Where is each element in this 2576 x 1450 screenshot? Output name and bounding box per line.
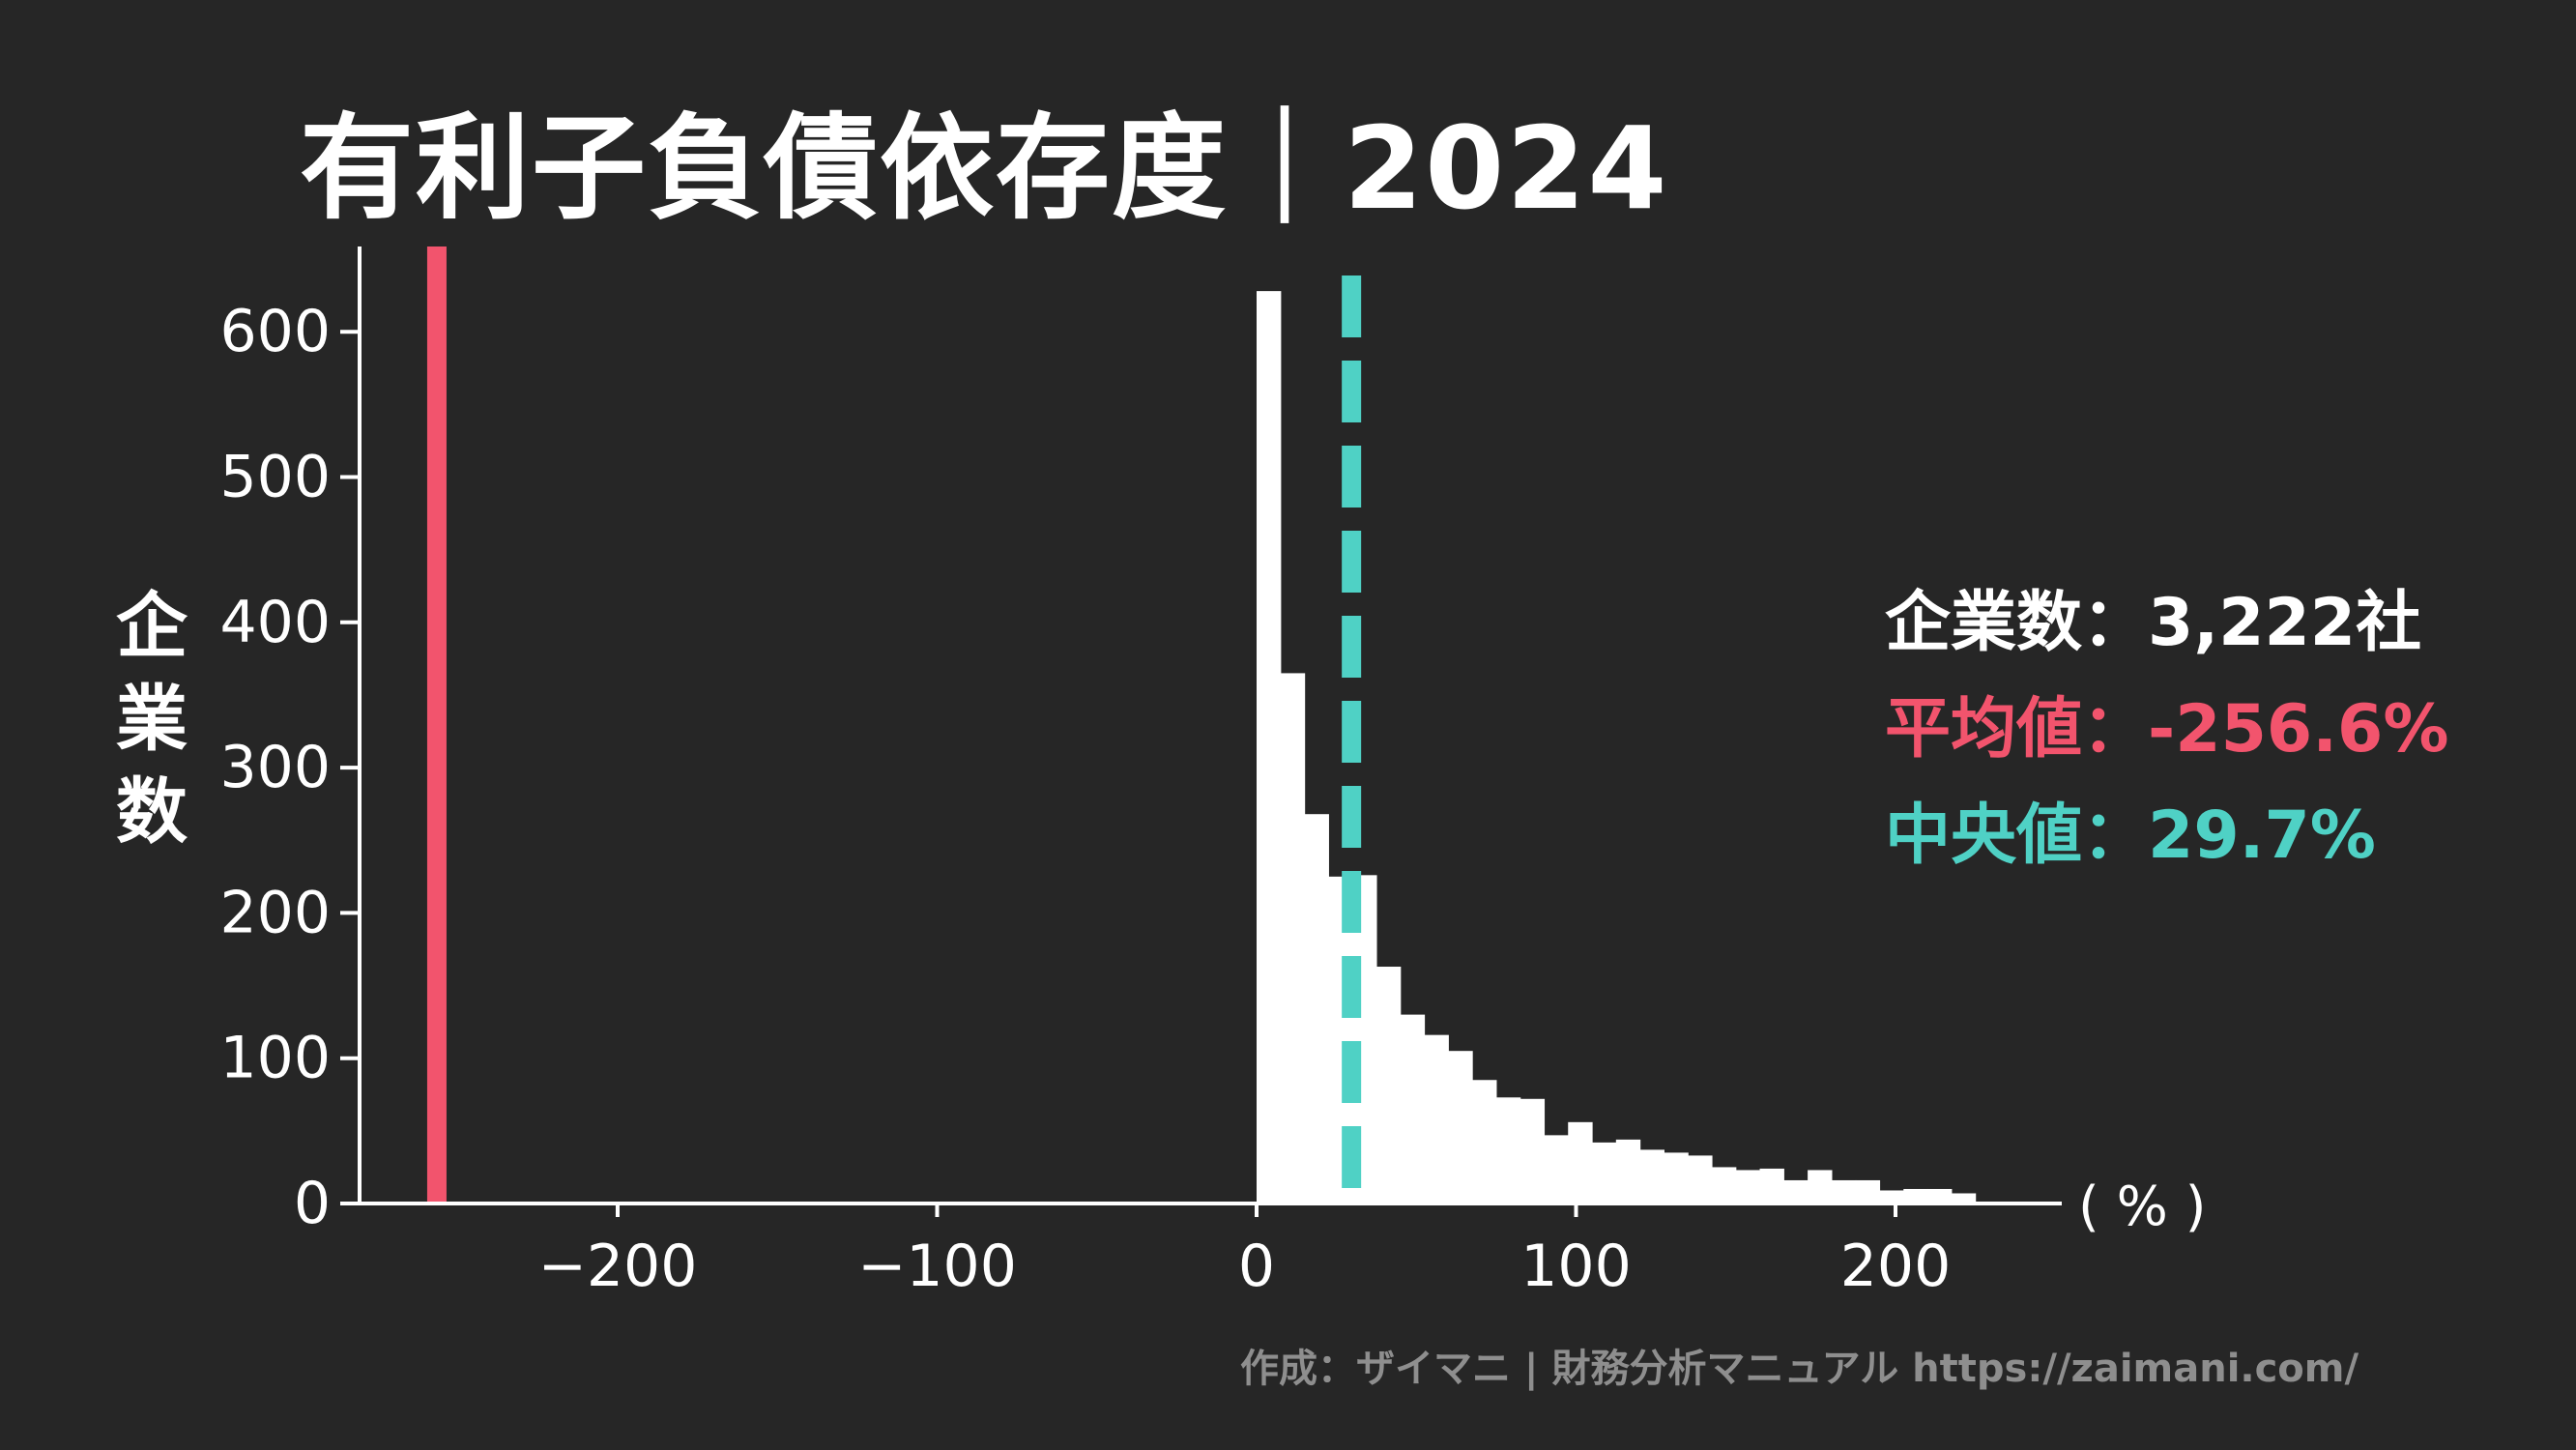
- histogram-bar: [1472, 1080, 1497, 1204]
- histogram-bar: [1903, 1188, 1928, 1204]
- x-unit-label: ( % ): [2078, 1175, 2207, 1238]
- y-axis-label: 企業数: [116, 585, 188, 854]
- y-tick-label: 0: [294, 1170, 331, 1237]
- histogram-bar: [1495, 1097, 1521, 1204]
- histogram-bar: [1568, 1121, 1593, 1204]
- stat-median: 中央値：29.7%: [1885, 788, 2448, 894]
- stat-count-value: 3,222社: [2148, 585, 2422, 661]
- x-tick-label: 100: [1520, 1232, 1632, 1300]
- histogram-bar: [1735, 1170, 1761, 1204]
- stat-count-label: 企業数: [1885, 585, 2083, 661]
- x-tick-label: −100: [857, 1232, 1017, 1300]
- stat-mean-value: -256.6%: [2148, 691, 2449, 768]
- histogram-bar: [1831, 1179, 1857, 1204]
- histogram-bar: [1257, 291, 1282, 1204]
- histogram-bar: [1855, 1179, 1881, 1204]
- histogram-bar: [1711, 1167, 1737, 1204]
- histogram-bar: [1304, 814, 1329, 1204]
- x-tick-label: 0: [1238, 1232, 1275, 1300]
- histogram-bar: [1639, 1149, 1664, 1204]
- histogram-bar: [1615, 1139, 1641, 1204]
- histogram-bar: [1688, 1155, 1713, 1204]
- tick-labels: −200 −100 0 100 200 0 100 200 300 400 500 600 ( % ): [219, 298, 2206, 1300]
- y-tick-label: 200: [219, 879, 331, 946]
- histogram-bar: [1424, 1034, 1449, 1204]
- stat-mean-separator: ：: [2082, 691, 2149, 768]
- histogram-bars: [1257, 291, 1977, 1204]
- histogram-bar: [1879, 1190, 1904, 1204]
- stat-mean-label: 平均値: [1885, 691, 2083, 768]
- histogram-bar: [1544, 1135, 1569, 1204]
- histogram-bar: [1280, 673, 1306, 1204]
- axes: [358, 246, 2062, 1205]
- credit-text: 作成：ザイマニ | 財務分析マニュアル https://zaimani.com/: [1240, 1347, 2359, 1391]
- histogram-bar: [1759, 1168, 1784, 1204]
- histogram-bar: [1375, 967, 1402, 1204]
- reference-lines: [426, 246, 1362, 1204]
- histogram-bar: [1520, 1098, 1546, 1204]
- histogram-bar: [1808, 1170, 1833, 1204]
- stat-count: 企業数：3,222社: [1885, 575, 2448, 682]
- stat-median-value: 29.7%: [2148, 798, 2376, 874]
- stat-median-label: 中央値: [1885, 798, 2083, 874]
- histogram-bar: [1400, 1014, 1426, 1204]
- histogram-bar: [1592, 1142, 1617, 1204]
- stats-panel: 企業数：3,222社 平均値：-256.6% 中央値：29.7%: [1885, 575, 2448, 894]
- y-tick-label: 100: [219, 1025, 331, 1092]
- y-tick-label: 400: [219, 589, 331, 656]
- y-tick-label: 500: [219, 444, 331, 511]
- x-tick-label: −200: [538, 1232, 698, 1300]
- histogram-bar: [1448, 1051, 1473, 1204]
- histogram-bar: [1664, 1152, 1689, 1204]
- stat-median-separator: ：: [2082, 798, 2149, 874]
- y-tick-label: 300: [219, 734, 331, 801]
- stat-mean: 平均値：-256.6%: [1885, 682, 2448, 788]
- x-tick-label: 200: [1840, 1232, 1952, 1300]
- histogram-bar: [1927, 1188, 1953, 1204]
- chart-title: 有利子負債依存度｜2024: [300, 102, 1669, 235]
- histogram-bar: [1951, 1193, 1977, 1204]
- histogram-bar: [1783, 1179, 1809, 1204]
- y-tick-label: 600: [219, 298, 331, 365]
- stat-count-separator: ：: [2082, 585, 2149, 661]
